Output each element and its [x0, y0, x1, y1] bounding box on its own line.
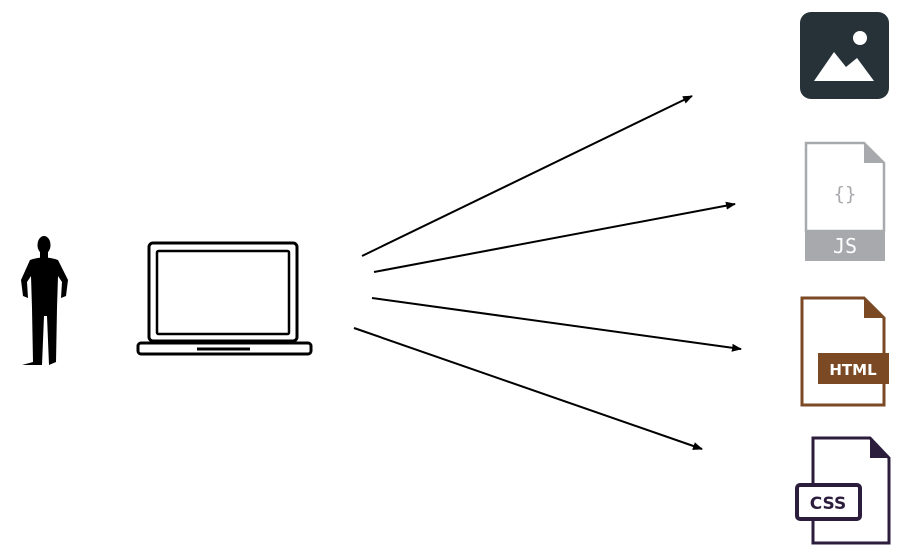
html-label: HTML	[829, 361, 877, 379]
css-file-icon: CSS	[795, 436, 891, 545]
arrow-to-css	[353, 327, 703, 450]
js-file-icon: {} JS	[804, 141, 886, 261]
css-label: CSS	[810, 494, 847, 514]
arrow-to-image	[361, 95, 693, 257]
arrows	[353, 95, 742, 450]
person-silhouette-icon	[21, 236, 68, 365]
html-file-icon: HTML	[800, 296, 889, 407]
arrow-to-js	[373, 201, 736, 273]
arrow-to-html	[371, 297, 742, 352]
js-braces: {}	[834, 183, 857, 205]
js-label: JS	[833, 234, 857, 258]
image-file-icon	[800, 12, 889, 99]
laptop-icon	[136, 241, 313, 356]
